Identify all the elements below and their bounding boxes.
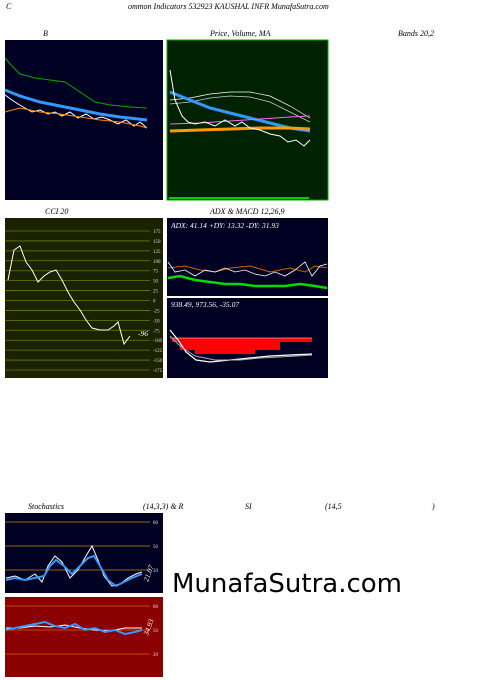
- line: [169, 91, 311, 119]
- tick-label: 80: [153, 605, 159, 610]
- watermark: MunafaSutra.com: [172, 569, 402, 599]
- line: [169, 69, 311, 147]
- tick-label: 100: [153, 260, 161, 265]
- tick-label: 20: [153, 653, 159, 658]
- tick-label: 25: [153, 290, 159, 295]
- tick-label: 175: [153, 230, 161, 235]
- line: [4, 107, 148, 129]
- cci-last: -96: [138, 329, 148, 338]
- tick-label: -175: [153, 369, 163, 374]
- tick-label: 50: [153, 545, 159, 550]
- cci-panel: [5, 218, 163, 378]
- tick-label: -125: [153, 349, 163, 354]
- line: [4, 88, 148, 122]
- header-title: ommon Indicators 532923 KAUSHAL INFR Mun…: [128, 2, 329, 11]
- tick-label: -100: [153, 339, 163, 344]
- panel-title: Bands 20,2: [398, 29, 434, 38]
- header-initial: C: [6, 2, 12, 11]
- tick-label: 0: [153, 300, 156, 305]
- line: [169, 115, 311, 125]
- line: [167, 274, 328, 290]
- panel-title: Stochastics: [28, 502, 64, 511]
- panel-title: CCI 20: [45, 207, 68, 216]
- panel-title: SI: [245, 502, 252, 511]
- tick-label: -75: [153, 329, 160, 334]
- macd-values: 938.49, 973.56, -35.07: [171, 300, 239, 309]
- tick-label: -25: [153, 309, 160, 314]
- tick-label: -150: [153, 359, 163, 364]
- histogram: [172, 338, 312, 354]
- tick-label: -50: [153, 319, 160, 324]
- rsi-panel: [5, 597, 163, 677]
- volume: [169, 197, 309, 199]
- tick-label: 125: [153, 250, 161, 255]
- panel-title: B: [43, 29, 48, 38]
- tick-label: 75: [153, 270, 159, 275]
- tick-label: 80: [153, 521, 159, 526]
- line: [7, 245, 131, 346]
- line: [4, 94, 148, 129]
- tick-label: 20: [153, 569, 159, 574]
- panel-title: (14,3,3) & R: [143, 502, 184, 511]
- line: [167, 261, 328, 277]
- tick-label: 150: [153, 240, 161, 245]
- tick-label: 50: [153, 629, 159, 634]
- line: [5, 620, 143, 636]
- line: [4, 57, 148, 109]
- adx-values: ADX: 41.14 +DY: 13.32 -DY: 31.93: [170, 221, 279, 230]
- line: [5, 554, 143, 588]
- panel-title: (14,5: [325, 502, 342, 511]
- panel-title: ): [431, 502, 435, 511]
- stochastics-panel: [5, 513, 163, 593]
- panel-title: ADX & MACD 12,26,9: [209, 207, 284, 216]
- line: [6, 624, 142, 632]
- line: [169, 329, 313, 363]
- line: [169, 126, 311, 133]
- line: [169, 335, 313, 361]
- panel-title: Price, Volume, MA: [209, 29, 271, 38]
- line: [167, 265, 328, 273]
- tick-label: 50: [153, 280, 159, 285]
